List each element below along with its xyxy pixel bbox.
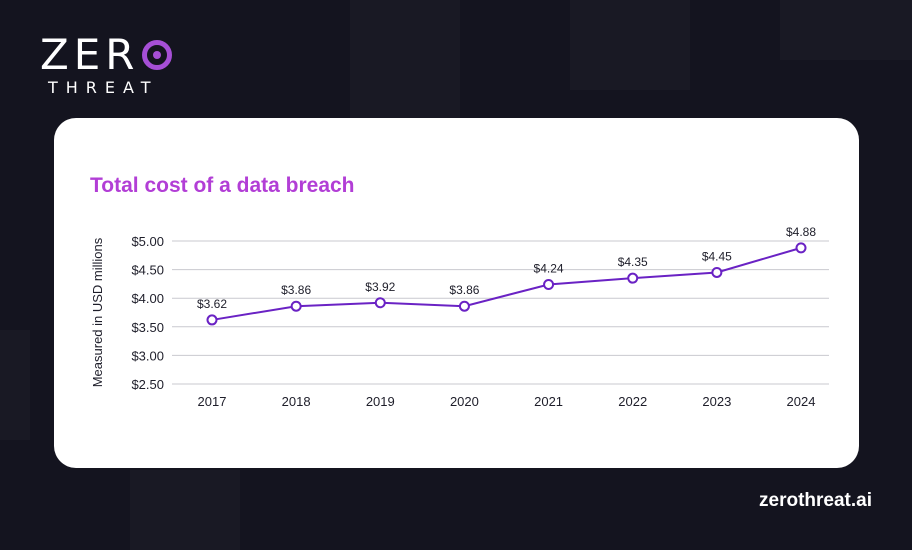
zerothreat-logo: ZER THREAT: [40, 34, 180, 97]
series-line: [211, 246, 802, 321]
x-tick-label: 2019: [366, 394, 395, 409]
x-tick-label: 2023: [702, 394, 731, 409]
data-point: [795, 242, 807, 254]
data-point: [374, 297, 386, 309]
data-label: $4.88: [786, 225, 816, 239]
x-tick-label: 2024: [787, 394, 816, 409]
chart-card: Total cost of a data breach $2.50 $3.00 $3…: [54, 118, 859, 468]
chart-title: Total cost of a data breach: [90, 174, 355, 197]
data-label: $3.86: [449, 283, 479, 297]
footer-url: zerothreat.ai: [759, 490, 872, 511]
data-label: $3.86: [281, 283, 311, 297]
logo-target-icon: [141, 40, 172, 70]
x-tick-label: 2017: [198, 394, 227, 409]
data-label: $4.24: [534, 261, 564, 275]
data-label: $3.92: [365, 280, 395, 294]
y-tick-label: $3.50: [131, 320, 164, 335]
x-tick-label: 2022: [618, 394, 647, 409]
logo-wordmark-bottom: THREAT: [48, 78, 159, 97]
data-point: [543, 278, 555, 290]
y-tick-label: $4.00: [131, 291, 164, 306]
data-point: [206, 314, 218, 326]
y-tick-label: $3.00: [131, 348, 164, 363]
logo-wordmark-top: ZER: [40, 30, 140, 79]
x-tick-label: 2021: [534, 394, 563, 409]
data-point: [458, 300, 470, 312]
data-point: [627, 272, 639, 284]
data-label: $4.35: [618, 255, 648, 269]
x-tick-label: 2018: [282, 394, 311, 409]
x-tick-label: 2020: [450, 394, 479, 409]
data-label: $3.62: [197, 297, 227, 311]
y-axis-label: Measured in USD millions: [90, 237, 105, 387]
y-tick-label: $5.00: [131, 234, 164, 249]
y-tick-label: $2.50: [131, 377, 164, 392]
y-tick-label: $4.50: [131, 263, 164, 278]
data-point: [290, 300, 302, 312]
data-point: [711, 266, 723, 278]
line-chart: $2.50 $3.00 $3.50 $4.00 $4.50 $5.00 Measured i…: [90, 225, 829, 409]
data-label: $4.45: [702, 249, 732, 263]
